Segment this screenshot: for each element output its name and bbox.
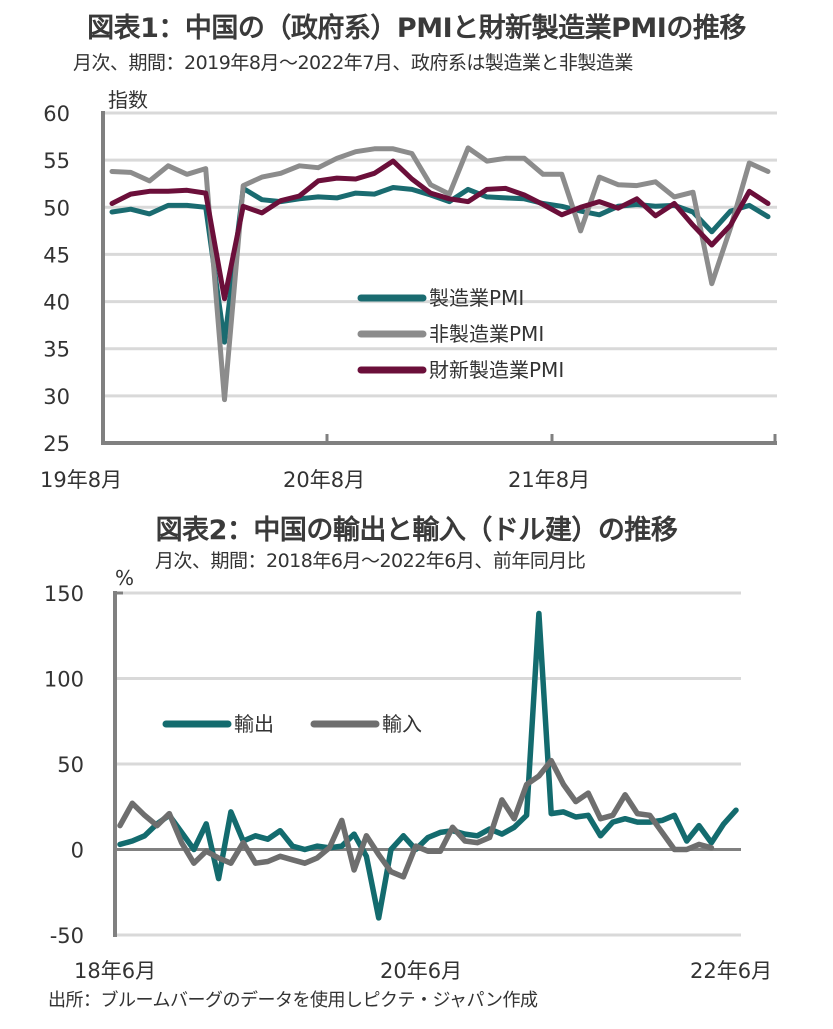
- legend-label: 財新製造業PMI: [429, 358, 564, 382]
- y-tick-label: 30: [43, 385, 70, 409]
- y-tick-label: -50: [50, 924, 84, 948]
- y-tick-label: 60: [43, 102, 70, 126]
- y-tick-label: 50: [57, 753, 84, 777]
- legend-label: 輸出: [234, 712, 274, 736]
- y-tick-label: 50: [43, 196, 70, 220]
- legend-label: 輸入: [382, 712, 422, 736]
- x-tick-label: 20年6月: [380, 959, 462, 983]
- x-tick-label: 19年8月: [40, 468, 122, 492]
- chart1-title: 図表1：中国の（政府系）PMIと財新製造業PMIの推移: [87, 13, 746, 44]
- series-line-1: [117, 610, 739, 921]
- y-tick-label: 45: [43, 243, 70, 267]
- series-line-3: [109, 158, 771, 302]
- y-tick-label: 25: [43, 432, 70, 456]
- x-tick-label: 21年8月: [508, 468, 590, 492]
- x-tick-label: 20年8月: [283, 468, 365, 492]
- chart1-y-unit: 指数: [108, 88, 148, 112]
- x-tick-label: 22年6月: [690, 959, 772, 983]
- legend-label: 非製造業PMI: [429, 322, 544, 346]
- series-line-2: [109, 145, 771, 403]
- chart2-title: 図表2：中国の輸出と輸入（ドル建）の推移: [155, 515, 678, 546]
- y-tick-label: 35: [43, 338, 70, 362]
- y-tick-label: 40: [43, 291, 70, 315]
- y-tick-label: 100: [44, 668, 84, 692]
- legend-label: 製造業PMI: [429, 286, 524, 310]
- y-tick-label: 0: [71, 839, 84, 863]
- x-tick-label: 18年6月: [74, 959, 156, 983]
- chart2-y-unit: %: [115, 566, 135, 590]
- chart1-subtitle: 月次、期間：2019年8月～2022年7月、政府系は製造業と非製造業: [73, 52, 633, 74]
- source-note: 出所：ブルームバーグのデータを使用しピクテ・ジャパン作成: [48, 990, 538, 1011]
- series-line-2: [117, 757, 715, 880]
- chart2-subtitle: 月次、期間：2018年6月～2022年6月、前年同月比: [155, 550, 586, 572]
- y-tick-label: 55: [43, 149, 70, 173]
- y-tick-label: 150: [44, 582, 84, 606]
- chart1-plot: 60 55 50 45 40 35 30 25 19年8月 20年8月 21年8月 製造業PMI 非製造…: [40, 102, 777, 492]
